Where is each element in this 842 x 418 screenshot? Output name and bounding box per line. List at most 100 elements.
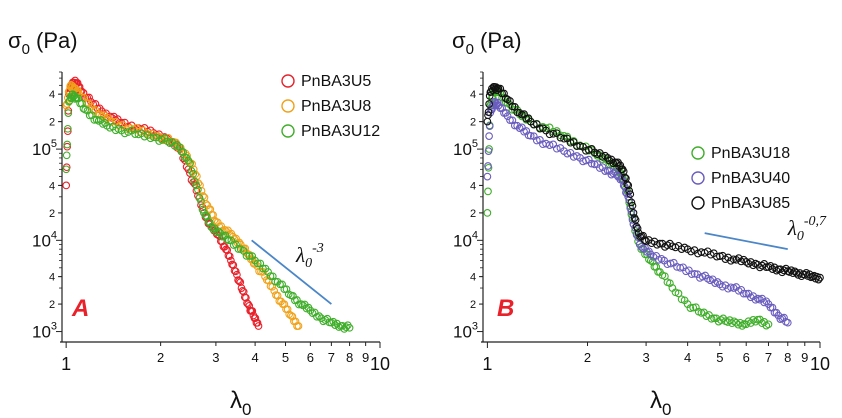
data-point (253, 259, 262, 268)
data-point (515, 108, 524, 117)
data-point (68, 82, 77, 90)
series-group (483, 83, 824, 330)
data-point (190, 177, 199, 186)
data-point (633, 224, 642, 233)
data-point (91, 106, 100, 114)
data-point (64, 109, 73, 117)
data-point (712, 252, 721, 261)
series-pnba3u12 (62, 90, 354, 333)
data-point (74, 86, 82, 95)
data-point (283, 305, 292, 314)
data-point (83, 106, 92, 115)
y-tick-label: 104 (32, 229, 57, 250)
y-tick-label-base: 10 (32, 231, 51, 250)
y-tick-label-base: 10 (453, 140, 472, 159)
y-axis-label-symbol: σ (452, 28, 466, 53)
data-point (293, 296, 301, 304)
legend-label: PnBA3U40 (711, 170, 790, 187)
data-point (640, 236, 649, 244)
data-point (248, 307, 257, 315)
y-tick-label: 105 (32, 138, 57, 159)
legend-label: PnBA3U5 (301, 73, 371, 90)
data-point (484, 108, 493, 116)
data-point (532, 136, 541, 145)
data-point (780, 266, 788, 275)
data-point (214, 227, 223, 236)
data-point (235, 277, 244, 285)
x-tick-label: 6 (307, 350, 314, 365)
data-point (234, 245, 243, 253)
data-point (266, 272, 275, 280)
y-tick-label: 2 (470, 117, 476, 129)
x-tick-label: 6 (743, 350, 750, 365)
y-tick-label-exponent: 3 (472, 321, 478, 333)
data-point (63, 124, 72, 133)
x-tick-label: 8 (784, 350, 791, 365)
data-point (62, 165, 71, 174)
data-point (529, 120, 538, 129)
data-point (619, 167, 628, 176)
data-point (545, 141, 554, 149)
data-point (485, 100, 493, 108)
data-point (149, 133, 158, 142)
data-point (273, 277, 282, 286)
data-point (227, 236, 236, 245)
series-pnba3u85 (483, 83, 824, 284)
y-tick-label: 103 (453, 321, 478, 342)
x-axis-label: λ0 (650, 387, 671, 418)
x-tick-label: 10 (370, 354, 390, 374)
legend-label: PnBA3U18 (711, 145, 790, 162)
data-point (566, 138, 575, 147)
x-tick-label: 5 (282, 350, 289, 365)
data-point (173, 141, 182, 149)
series-pnba3u40 (483, 97, 792, 327)
data-point (814, 275, 823, 284)
data-point (619, 181, 628, 190)
slope-annotation-base: λ (787, 216, 797, 240)
x-tick-label: 4 (684, 350, 691, 365)
data-point (739, 289, 748, 298)
slope-reference-line (251, 239, 332, 305)
y-tick-label-exponent: 5 (51, 138, 57, 150)
data-point (294, 322, 303, 330)
data-point (297, 300, 305, 308)
data-point (225, 252, 234, 261)
data-point (756, 315, 764, 324)
panel-letter: A (71, 295, 89, 322)
legend-label: PnBA3U8 (301, 98, 371, 115)
x-axis-label-symbol: λ (230, 387, 242, 414)
data-point (483, 172, 492, 181)
data-point (276, 280, 284, 289)
y-tick-label: 2 (49, 117, 55, 129)
y-tick-label: 4 (470, 272, 476, 284)
data-point (186, 159, 194, 168)
slope-annotation-exponent: -3 (312, 241, 324, 256)
data-point (737, 285, 746, 294)
data-point (563, 149, 572, 158)
data-point (231, 267, 240, 276)
data-point (666, 259, 675, 268)
data-point (739, 255, 748, 264)
data-point (232, 240, 240, 249)
y-tick-label-exponent: 4 (472, 229, 478, 241)
data-point (196, 181, 204, 190)
data-point (687, 270, 696, 279)
data-point (780, 313, 788, 322)
data-point (485, 92, 494, 100)
data-point (500, 89, 508, 98)
legend-marker (281, 99, 295, 113)
data-point (522, 127, 531, 135)
data-point (270, 286, 279, 295)
data-point (513, 121, 522, 130)
x-axis-label-symbol: λ (650, 387, 662, 414)
y-tick-label: 105 (453, 138, 478, 159)
series-group (62, 76, 354, 333)
y-axis-label-unit: (Pa) (30, 28, 78, 53)
data-point (717, 316, 725, 324)
data-point (321, 316, 330, 324)
data-point (816, 273, 824, 282)
y-tick-label: 2 (49, 299, 55, 311)
data-point (259, 264, 267, 273)
data-point (273, 291, 282, 300)
slope-reference-line (704, 232, 788, 251)
